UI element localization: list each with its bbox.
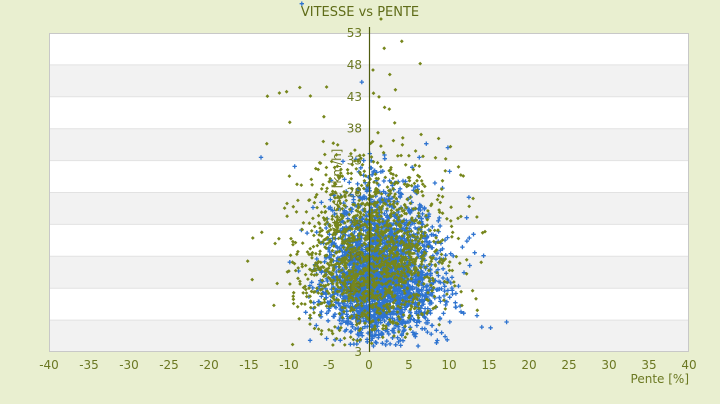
y-tick-label: 28 xyxy=(347,186,362,200)
x-axis-title: Pente [%] xyxy=(631,372,689,386)
y-tick-label: 13 xyxy=(347,281,362,295)
data-points xyxy=(245,1,509,349)
x-tick-labels: -40 -35 -30 -25 -20 -15 -10 -5 0 5 10 15 20 25 30 35 40 xyxy=(39,358,696,372)
y-tick-label: 53 xyxy=(347,26,362,40)
x-tick-label: 10 xyxy=(441,358,456,372)
x-tick-label: 35 xyxy=(641,358,656,372)
x-tick-label: 40 xyxy=(681,358,696,372)
y-tick-label: 23 xyxy=(347,217,362,231)
x-tick-label: -40 xyxy=(39,358,59,372)
x-tick-label: 15 xyxy=(481,358,496,372)
x-tick-label: 25 xyxy=(561,358,576,372)
y-tick-label: 38 xyxy=(347,122,362,136)
chart-title: VITESSE vs PENTE xyxy=(301,5,419,20)
x-tick-label: -35 xyxy=(79,358,99,372)
olive-series xyxy=(245,17,487,347)
y-tick-label: 3 xyxy=(354,345,362,359)
y-tick-label: 43 xyxy=(347,90,362,104)
x-tick-label: 20 xyxy=(521,358,536,372)
x-tick-label: -20 xyxy=(199,358,219,372)
x-tick-label: 0 xyxy=(365,358,373,372)
x-tick-label: 5 xyxy=(405,358,413,372)
x-tick-label: 30 xyxy=(601,358,616,372)
y-tick-label: 48 xyxy=(347,58,362,72)
x-tick-label: -5 xyxy=(323,358,335,372)
x-tick-label: -25 xyxy=(159,358,179,372)
x-tick-label: -30 xyxy=(119,358,139,372)
x-tick-label: -10 xyxy=(279,358,299,372)
x-tick-label: -15 xyxy=(239,358,259,372)
y-tick-label: 33 xyxy=(347,154,362,168)
y-tick-label: 8 xyxy=(354,313,362,327)
y-tick-label: 18 xyxy=(347,249,362,263)
